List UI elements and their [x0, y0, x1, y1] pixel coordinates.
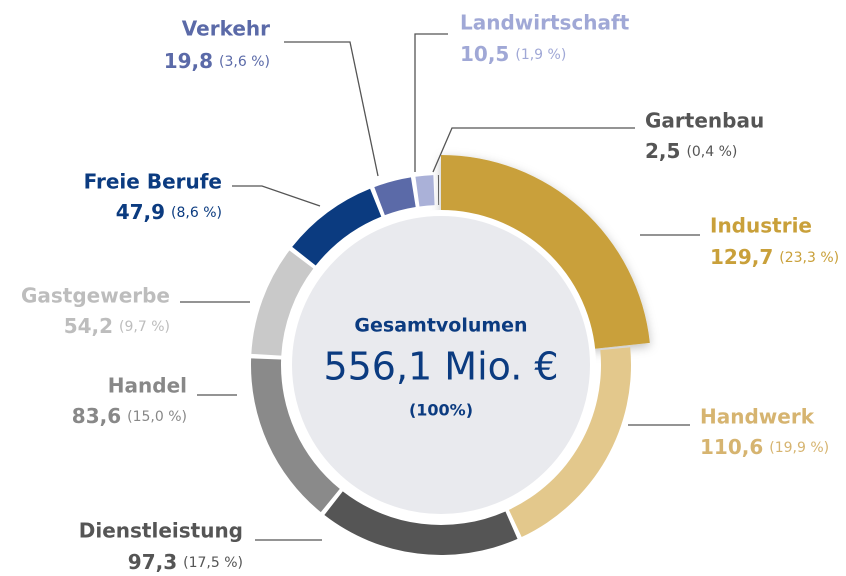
- value-label: 97,3 (17,5 %): [128, 550, 243, 574]
- value: 54,2: [64, 314, 113, 338]
- category-label: Handwerk: [700, 405, 815, 429]
- percent: (23,3 %): [779, 250, 839, 266]
- category-label: Industrie: [710, 214, 812, 238]
- value: 129,7: [710, 245, 773, 269]
- percent: (15,0 %): [127, 409, 187, 425]
- value-label: 129,7 (23,3 %): [710, 245, 839, 269]
- slice: [437, 175, 440, 206]
- value: 10,5: [460, 42, 509, 66]
- leader-line: [414, 33, 448, 172]
- percent: (8,6 %): [171, 205, 222, 221]
- percent: (3,6 %): [219, 54, 270, 70]
- value-label: 83,6 (15,0 %): [72, 404, 187, 428]
- value-label: 47,9 (8,6 %): [116, 200, 222, 224]
- slice: [374, 177, 416, 216]
- slice: [251, 250, 314, 356]
- percent: (17,5 %): [183, 555, 243, 571]
- value: 110,6: [700, 435, 763, 459]
- percent: (9,7 %): [119, 319, 170, 335]
- category-label: Gastgewerbe: [21, 284, 170, 308]
- center-value: 556,1 Mio. €: [323, 345, 558, 389]
- value-label: 2,5 (0,4 %): [645, 139, 737, 163]
- center-title: Gesamtvolumen: [354, 315, 527, 337]
- percent: (19,9 %): [769, 440, 829, 456]
- category-label: Landwirtschaft: [460, 11, 630, 35]
- category-label: Dienstleistung: [79, 519, 243, 543]
- labels: Industrie 129,7 (23,3 %) Handwerk 110,6 (19,9…: [21, 11, 839, 574]
- value: 19,8: [164, 49, 213, 73]
- value: 83,6: [72, 404, 121, 428]
- slice: [324, 491, 518, 555]
- value: 97,3: [128, 550, 177, 574]
- center-disc: [286, 210, 596, 520]
- slice: [251, 358, 340, 513]
- value-label: 54,2 (9,7 %): [64, 314, 170, 338]
- category-label: Handel: [108, 374, 187, 398]
- center-note: (100%): [409, 401, 473, 420]
- slice: [415, 175, 435, 207]
- percent: (1,9 %): [515, 47, 566, 63]
- slice: [292, 188, 382, 266]
- slice: [508, 347, 631, 538]
- leader-line: [432, 127, 635, 173]
- leader-line: [232, 185, 321, 207]
- value-label: 19,8 (3,6 %): [164, 49, 270, 73]
- percent: (0,4 %): [686, 144, 737, 160]
- value: 47,9: [116, 200, 165, 224]
- leader-line: [284, 41, 379, 177]
- value-label: 10,5 (1,9 %): [460, 42, 566, 66]
- category-label: Gartenbau: [645, 109, 764, 133]
- value-label: 110,6 (19,9 %): [700, 435, 829, 459]
- category-label: Freie Berufe: [84, 170, 222, 194]
- value: 2,5: [645, 139, 680, 163]
- category-label: Verkehr: [182, 17, 270, 41]
